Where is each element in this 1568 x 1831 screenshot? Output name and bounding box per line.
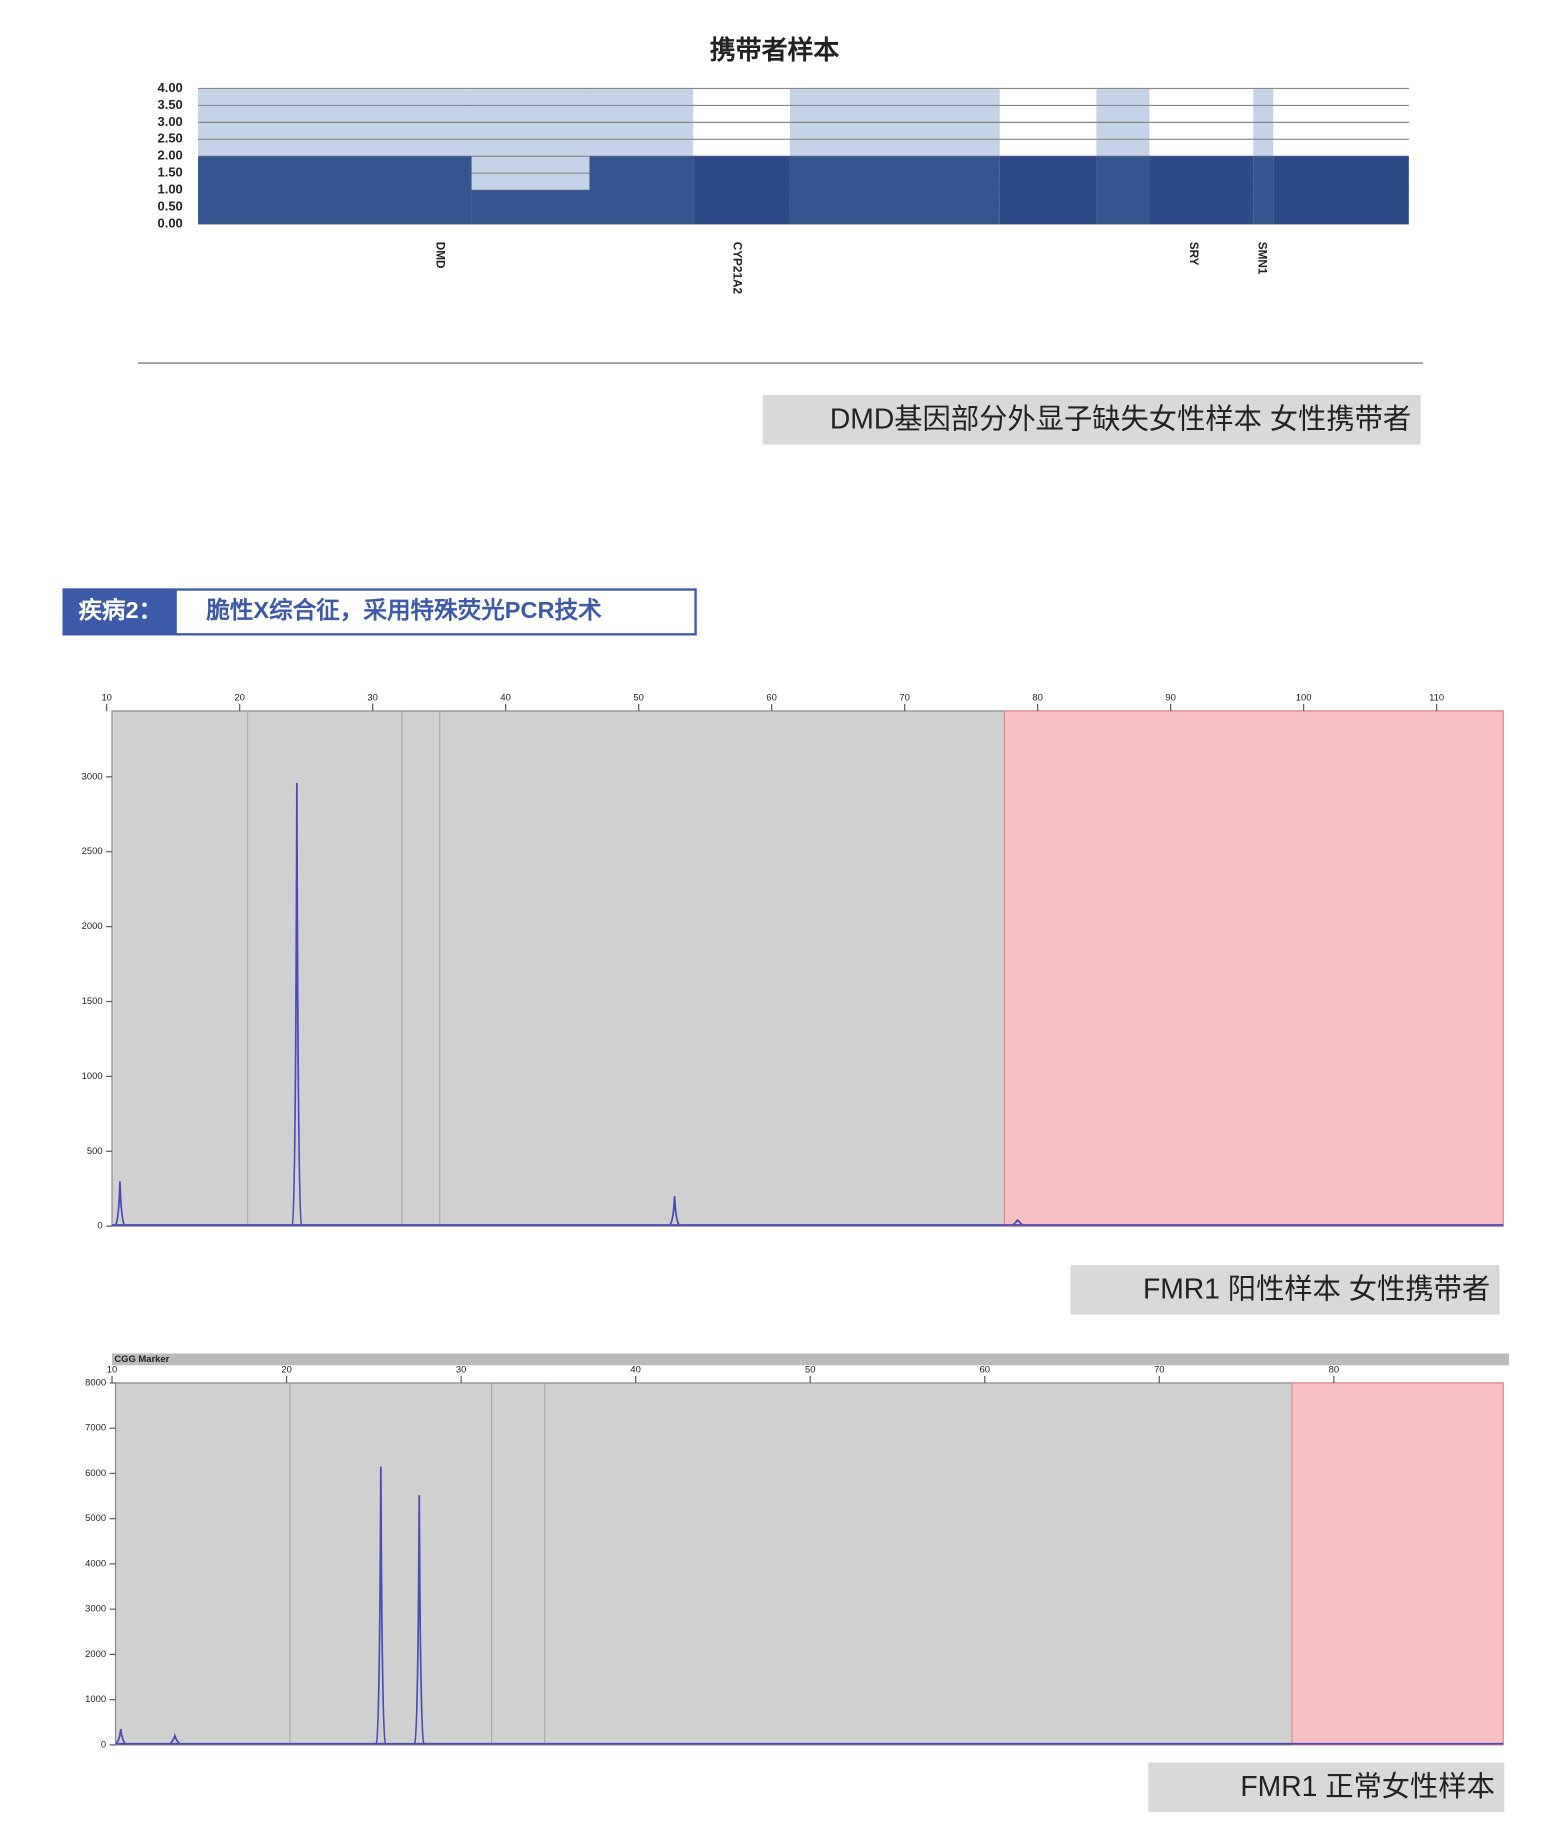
bar [198, 156, 472, 225]
x-tick-label: 40 [630, 1363, 640, 1374]
y-tick-label: 7000 [85, 1422, 106, 1433]
y-tick-label: 8000 [85, 1376, 106, 1387]
caption-box [762, 394, 1421, 445]
x-tick-label: 100 [1296, 691, 1312, 702]
y-tick-label: 1500 [82, 995, 103, 1006]
y-tick-label: 0.00 [158, 215, 183, 230]
section-badge [63, 589, 177, 635]
caption: DMD基因部分外显子缺失女性样本 女性携带者 [830, 402, 1411, 434]
y-tick-label: 3000 [85, 1603, 106, 1614]
y-tick-label: 1.00 [158, 182, 183, 197]
y-tick-label: 2000 [82, 920, 103, 931]
y-tick-label: 500 [87, 1145, 103, 1156]
y-tick-label: 0 [97, 1220, 102, 1231]
peak [114, 1181, 126, 1226]
y-tick-label: 2.50 [158, 131, 183, 146]
caption-box [1148, 1762, 1505, 1813]
x-tick-label: SRY [1187, 242, 1200, 266]
peak [413, 1495, 425, 1745]
plot-bg [114, 1382, 1504, 1746]
caption: FMR1 阳性样本 女性携带者 [1143, 1272, 1490, 1304]
section-label: 疾病2： [78, 596, 162, 623]
y-tick-label: 4.00 [158, 80, 183, 95]
y-tick-label: 3.00 [158, 114, 183, 129]
y-tick-label: 1000 [85, 1693, 106, 1704]
peak [291, 782, 303, 1226]
chart-title: 携带者样本 [710, 35, 840, 65]
x-tick-label: SMN1 [1255, 242, 1268, 275]
highlight-region [1003, 710, 1504, 1227]
caption-box [1070, 1265, 1500, 1315]
x-tick-label: 50 [633, 691, 643, 702]
peak [115, 1728, 127, 1745]
x-tick-label: 80 [1032, 691, 1042, 702]
y-tick-label: 0.50 [158, 199, 183, 214]
highlight-region [1291, 1382, 1504, 1746]
y-tick-label: 6000 [85, 1467, 106, 1478]
peak [169, 1732, 181, 1745]
x-tick-label: 20 [234, 691, 244, 702]
section-title: 脆性X综合征，采用特殊荧光PCR技术 [205, 596, 602, 623]
bar [693, 156, 790, 225]
x-tick-label: 70 [899, 691, 909, 702]
x-tick-label: 90 [1165, 691, 1175, 702]
y-tick-label: 1000 [82, 1070, 103, 1081]
x-tick-label: 30 [367, 691, 377, 702]
x-tick-label: 50 [805, 1363, 815, 1374]
bar [471, 190, 590, 225]
bar [1149, 156, 1254, 225]
x-tick-label: 30 [456, 1363, 466, 1374]
x-tick-label: CYP21A2 [731, 242, 744, 295]
y-tick-label: 5000 [85, 1512, 106, 1523]
x-tick-label: 70 [1154, 1363, 1164, 1374]
y-tick-label: 3.50 [158, 97, 183, 112]
caption: FMR1 正常女性样本 [1240, 1770, 1495, 1802]
chart-header: CGG Marker [114, 1353, 169, 1364]
x-tick-label: 60 [766, 691, 776, 702]
bar [999, 156, 1097, 225]
x-tick-label: 10 [107, 1363, 117, 1374]
peak [669, 1196, 681, 1226]
x-tick-label: 110 [1429, 691, 1444, 702]
y-tick-label: 2000 [85, 1648, 106, 1659]
bar [789, 156, 1000, 225]
y-tick-label: 1.50 [158, 165, 183, 180]
y-tick-label: 4000 [85, 1557, 106, 1568]
bar [1253, 156, 1274, 225]
peak [1012, 1218, 1024, 1226]
y-tick-label: 2.00 [158, 148, 183, 163]
bar [1273, 156, 1409, 225]
bar [589, 156, 694, 225]
x-tick-label: 80 [1329, 1363, 1339, 1374]
x-tick-label: DMD [434, 242, 447, 269]
x-tick-label: 40 [500, 691, 510, 702]
header-bar [112, 1353, 1510, 1366]
x-tick-label: 60 [980, 1363, 990, 1374]
y-tick-label: 2500 [82, 845, 103, 856]
y-tick-label: 0 [101, 1738, 106, 1749]
x-tick-label: 20 [281, 1363, 291, 1374]
x-tick-label: 10 [101, 691, 111, 702]
y-tick-label: 3000 [82, 770, 103, 781]
bar [1096, 156, 1150, 225]
